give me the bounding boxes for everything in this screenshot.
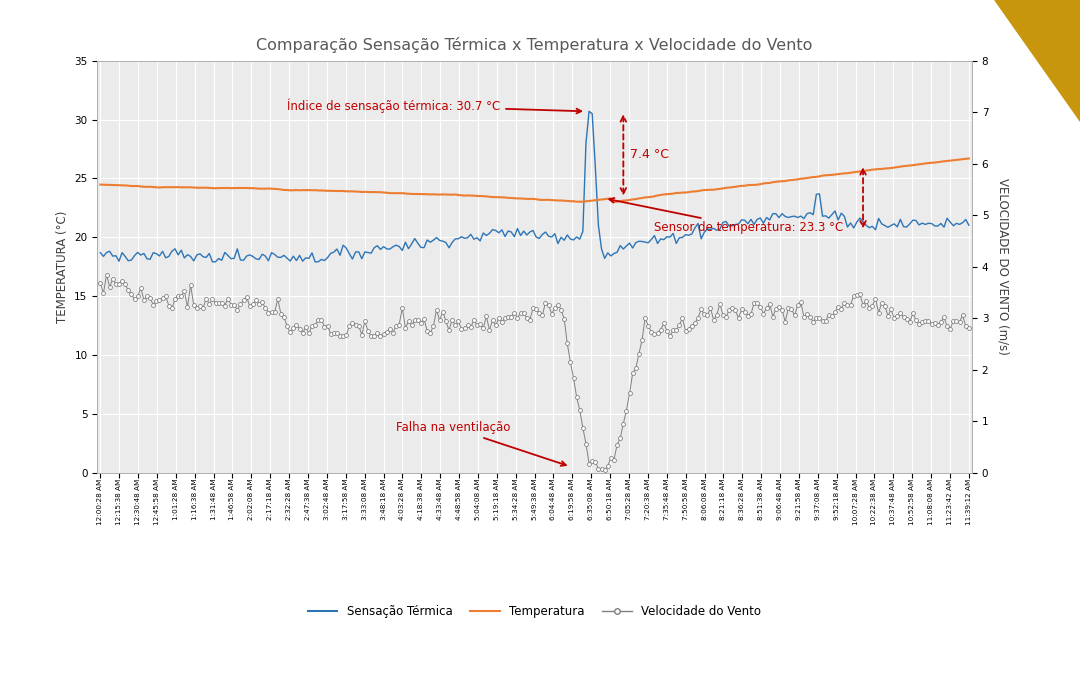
Sensação Térmica [816, 212, 829, 220]
Temperatura [820, 171, 833, 180]
Sensação Térmica [210, 258, 222, 266]
Sensação Térmica [962, 221, 975, 230]
Sensação Térmica [635, 238, 648, 246]
Sensação Térmica [514, 232, 527, 240]
Sensação Térmica [582, 107, 595, 115]
Velocidade do Vento [822, 310, 835, 319]
Temperatura [589, 196, 602, 205]
Text: Sensor de temperatura: 23.3 °C: Sensor de temperatura: 23.3 °C [609, 198, 843, 234]
Temperatura [228, 184, 241, 192]
Temperatura [94, 180, 107, 188]
Sensação Térmica [231, 245, 244, 253]
Line: Sensação Térmica: Sensação Térmica [100, 111, 969, 262]
Text: Índice de sensação térmica: 30.7 °C: Índice de sensação térmica: 30.7 °C [287, 98, 581, 113]
Line: Velocidade do Vento: Velocidade do Vento [98, 273, 971, 472]
Sensação Térmica [94, 248, 107, 256]
Velocidade do Vento [592, 465, 605, 473]
Sensação Térmica [595, 245, 608, 253]
Temperatura [962, 155, 975, 163]
Velocidade do Vento [514, 309, 527, 317]
Line: Temperatura: Temperatura [100, 159, 969, 202]
Text: 7.4 °C: 7.4 °C [630, 148, 669, 161]
Sensação Térmica [822, 214, 835, 222]
Y-axis label: VELOCIDADE DO VENTO (m/s): VELOCIDADE DO VENTO (m/s) [996, 178, 1009, 355]
Velocidade do Vento [100, 271, 113, 279]
Velocidade do Vento [598, 466, 611, 474]
Title: Comparação Sensação Térmica x Temperatura x Velocidade do Vento: Comparação Sensação Térmica x Temperatur… [256, 36, 813, 53]
Text: Falha na ventilação: Falha na ventilação [396, 421, 566, 466]
Velocidade do Vento [816, 317, 829, 325]
Temperatura [608, 198, 621, 206]
Temperatura [511, 194, 524, 202]
Legend: Sensação Térmica, Temperatura, Velocidade do Vento: Sensação Térmica, Temperatura, Velocidad… [303, 601, 766, 623]
Velocidade do Vento [962, 324, 975, 332]
Velocidade do Vento [94, 279, 107, 287]
Temperatura [633, 194, 646, 202]
Temperatura [813, 172, 826, 180]
Velocidade do Vento [231, 306, 244, 314]
Y-axis label: TEMPERATURA (°C): TEMPERATURA (°C) [56, 211, 69, 323]
Velocidade do Vento [635, 336, 648, 344]
